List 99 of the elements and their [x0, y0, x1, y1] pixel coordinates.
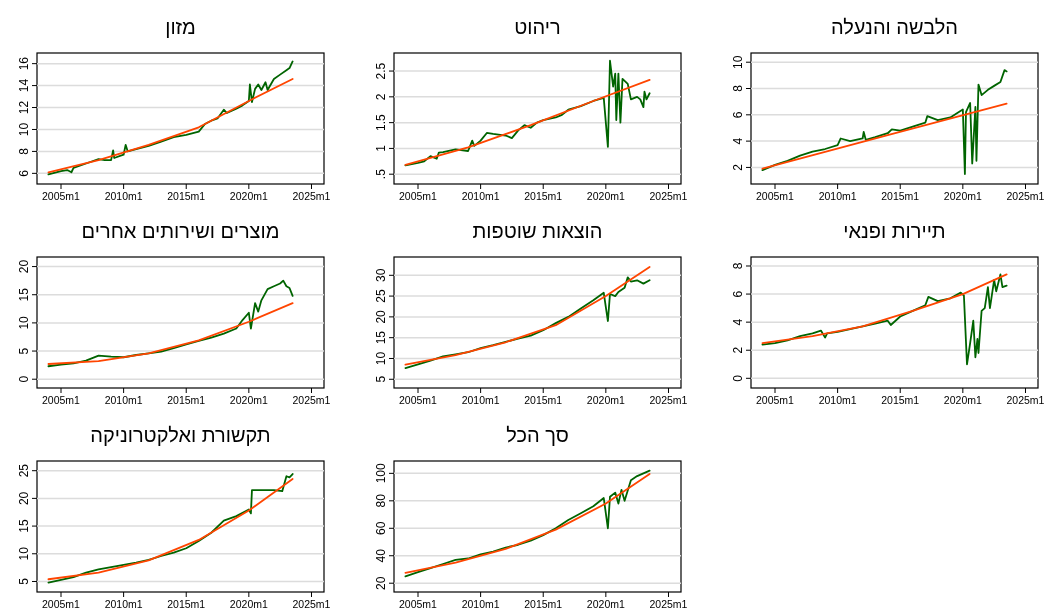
line-series [761, 273, 1008, 366]
y-tick-label: 0 [731, 374, 745, 382]
line-series [761, 69, 1008, 175]
y-tick-label: 5 [17, 347, 31, 355]
x-tick-label: 2020m1 [943, 190, 982, 202]
x-tick-label: 2010m1 [461, 394, 500, 406]
y-tick-label: 1.5 [374, 113, 388, 131]
x-tick-label: 2015m1 [524, 598, 563, 610]
y-tick-label: 25 [374, 289, 388, 303]
x-tick-label: 2015m1 [167, 394, 206, 406]
y-tick-label: 6 [731, 290, 745, 298]
x-tick-label: 2015m1 [167, 598, 206, 610]
y-tick-label: 10 [17, 546, 31, 561]
x-tick-label: 2020m1 [229, 598, 268, 610]
y-tick-label: 6 [731, 111, 745, 119]
y-tick-label: 14 [17, 78, 31, 93]
x-tick-label: 2005m1 [42, 190, 81, 202]
y-tick-label: 20 [374, 309, 388, 324]
x-tick-label: 2025m1 [292, 394, 331, 406]
y-tick-label: 6 [17, 169, 31, 177]
y-tick-label: 2.5 [374, 62, 388, 80]
chart-title: ריהוט [514, 16, 561, 38]
x-tick-label: 2015m1 [881, 394, 920, 406]
x-tick-label: 2005m1 [399, 190, 438, 202]
chart-title: תיירות ופנאי [843, 220, 946, 242]
line-series [404, 59, 651, 167]
x-tick-label: 2025m1 [649, 598, 688, 610]
y-tick-label: 10 [17, 315, 31, 330]
y-tick-label: 60 [374, 521, 388, 535]
line-series [404, 78, 651, 166]
y-tick-label: 80 [374, 493, 388, 508]
x-tick-label: 2005m1 [756, 190, 795, 202]
line-series [47, 279, 294, 368]
x-tick-label: 2015m1 [524, 190, 563, 202]
y-tick-label: 20 [17, 491, 31, 506]
x-tick-label: 2010m1 [461, 190, 500, 202]
y-tick-label: 100 [374, 463, 388, 484]
chart-title: תקשורת ואלקטרוניקה [90, 424, 271, 446]
x-tick-label: 2010m1 [104, 190, 143, 202]
x-tick-label: 2025m1 [649, 394, 688, 406]
line-series [761, 273, 1008, 345]
y-tick-label: 8 [731, 84, 745, 92]
x-tick-label: 2005m1 [399, 394, 438, 406]
x-tick-label: 2010m1 [818, 190, 857, 202]
y-tick-label: 30 [374, 268, 388, 282]
y-tick-label: 10 [374, 351, 388, 366]
y-tick-label: 40 [374, 548, 388, 563]
y-tick-label: 0 [17, 375, 31, 383]
x-tick-label: 2025m1 [649, 190, 688, 202]
y-tick-label: 16 [17, 56, 31, 71]
chart-title: מוצרים ושירותים אחרים [81, 220, 280, 242]
y-tick-label: 2 [374, 93, 388, 101]
x-tick-label: 2025m1 [1006, 190, 1045, 202]
x-tick-label: 2005m1 [399, 598, 438, 610]
y-tick-label: 2 [731, 163, 745, 171]
line-series [47, 302, 294, 365]
y-tick-label: 20 [17, 259, 31, 274]
x-tick-label: 2010m1 [818, 394, 857, 406]
y-tick-label: .5 [374, 168, 388, 180]
x-tick-label: 2015m1 [167, 190, 206, 202]
x-tick-label: 2020m1 [586, 190, 625, 202]
y-tick-label: 5 [374, 375, 388, 383]
y-tick-label: 8 [17, 147, 31, 155]
x-tick-label: 2015m1 [524, 394, 563, 406]
y-tick-label: 2 [731, 346, 745, 354]
chart-title: מזון [165, 16, 196, 38]
x-tick-label: 2020m1 [229, 394, 268, 406]
x-tick-label: 2020m1 [943, 394, 982, 406]
y-tick-label: 4 [731, 318, 745, 326]
line-series [47, 78, 294, 174]
y-tick-label: 25 [17, 463, 31, 478]
y-tick-label: 8 [731, 262, 745, 270]
x-tick-label: 2010m1 [104, 394, 143, 406]
x-tick-label: 2005m1 [42, 598, 81, 610]
chart-title: הוצאות שוטפות [472, 220, 603, 242]
chart-title: הלבשה והנעלה [830, 16, 959, 38]
x-tick-label: 2010m1 [104, 598, 143, 610]
y-tick-label: 4 [731, 137, 745, 145]
x-tick-label: 2020m1 [229, 190, 268, 202]
x-tick-label: 2025m1 [1006, 394, 1045, 406]
x-tick-label: 2025m1 [292, 190, 331, 202]
y-tick-label: 1 [374, 144, 388, 152]
y-tick-label: 15 [17, 519, 31, 533]
x-tick-label: 2005m1 [42, 394, 81, 406]
x-tick-label: 2005m1 [756, 394, 795, 406]
y-tick-label: 10 [731, 55, 745, 69]
x-tick-label: 2020m1 [586, 394, 625, 406]
x-tick-label: 2025m1 [292, 598, 331, 610]
line-series [47, 60, 294, 176]
x-tick-label: 2015m1 [881, 190, 920, 202]
x-tick-label: 2010m1 [461, 598, 500, 610]
chart-title: סך הכל [506, 424, 569, 446]
y-tick-label: 12 [17, 100, 31, 115]
y-tick-label: 15 [17, 287, 31, 302]
x-tick-label: 2020m1 [586, 598, 625, 610]
y-tick-label: 5 [17, 577, 31, 585]
y-tick-label: 15 [374, 330, 388, 345]
y-tick-label: 20 [374, 576, 388, 590]
y-tick-label: 10 [17, 122, 31, 137]
